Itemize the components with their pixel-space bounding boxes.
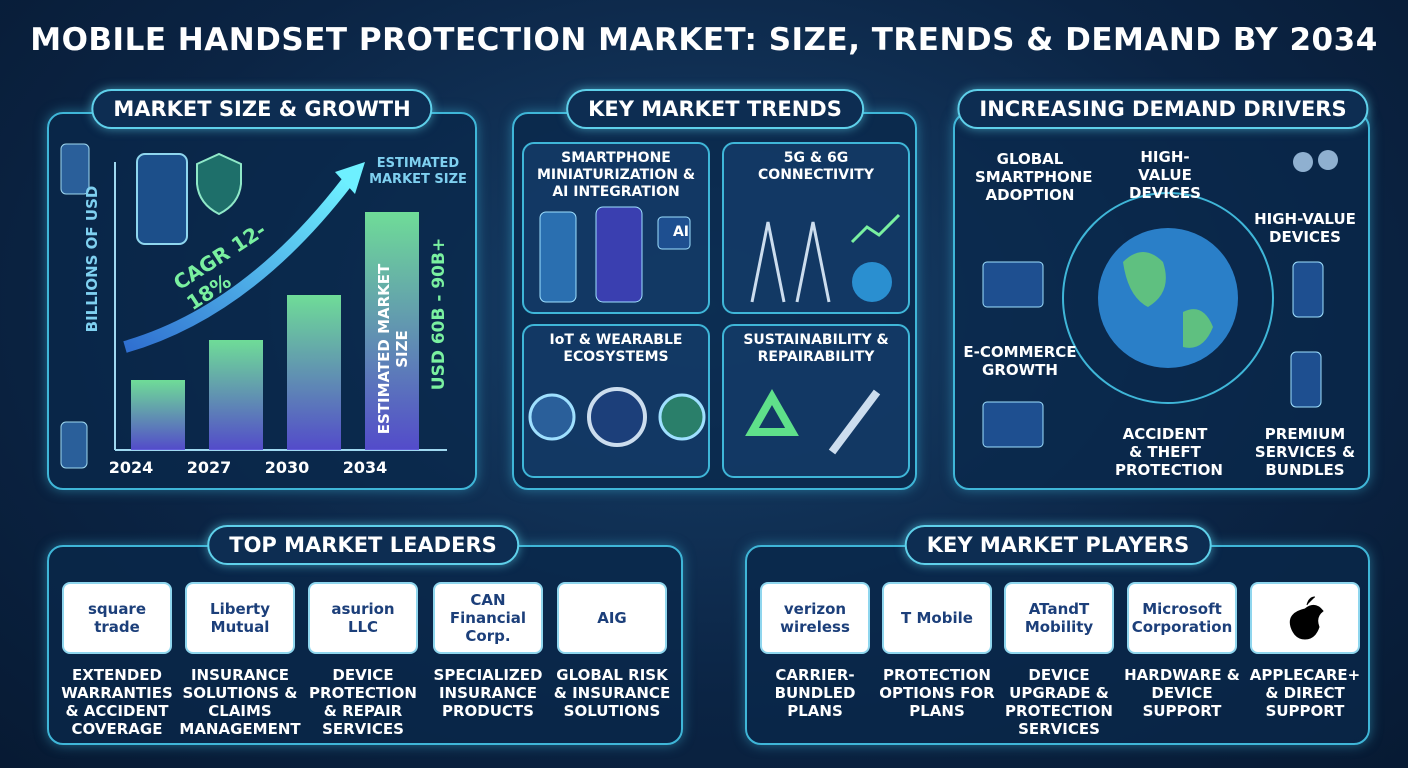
driver-label: HIGH-VALUE DEVICES (1129, 148, 1201, 202)
year-label: 2034 (342, 458, 388, 477)
ai-badge: AI (672, 224, 690, 240)
company-logo (1250, 582, 1360, 654)
estimate-note: ESTIMATED MARKET SIZE (369, 156, 467, 187)
company-desc: GLOBAL RISK & INSURANCE SOLUTIONS (553, 666, 671, 720)
company-logo: square trade (62, 582, 172, 654)
main-title: MOBILE HANDSET PROTECTION MARKET: SIZE, … (30, 22, 1378, 58)
axis-label: BILLIONS OF USD (83, 185, 101, 333)
company-logo: AIG (557, 582, 667, 654)
driver-label: E-COMMERCE GROWTH (963, 343, 1077, 379)
trend-label: IoT & WEARABLE ECOSYSTEMS (549, 332, 683, 365)
section-heading: KEY MARKET PLAYERS (904, 525, 1212, 565)
apple-icon (1289, 596, 1324, 640)
company-logo: asurion LLC (308, 582, 418, 654)
driver-label: GLOBAL SMARTPHONE ADOPTION (975, 150, 1093, 204)
section-heading: KEY MARKET TRENDS (566, 89, 864, 129)
company-logo: CAN Financial Corp. (433, 582, 543, 654)
driver-label: HIGH-VALUE DEVICES (1254, 210, 1356, 246)
trend-card (722, 324, 910, 478)
company-logo: verizon wireless (760, 582, 870, 654)
section-heading: INCREASING DEMAND DRIVERS (957, 89, 1369, 129)
company-desc: DEVICE PROTECTION & REPAIR SERVICES (309, 666, 417, 738)
year-label: 2024 (108, 458, 154, 477)
section-heading: TOP MARKET LEADERS (207, 525, 519, 565)
company-logo: Microsoft Corporation (1127, 582, 1237, 654)
company-logo: T Mobile (882, 582, 992, 654)
company-logo: Liberty Mutual (185, 582, 295, 654)
company-desc: HARDWARE & DEVICE SUPPORT (1124, 666, 1240, 720)
company-desc: PROTECTION OPTIONS FOR PLANS (879, 666, 995, 720)
trend-icons (512, 112, 917, 490)
company-desc: SPECIALIZED INSURANCE PRODUCTS (433, 666, 543, 720)
year-label: 2030 (264, 458, 310, 477)
company-desc: EXTENDED WARRANTIES & ACCIDENT COVERAGE (61, 666, 173, 738)
globe (953, 112, 1370, 490)
company-desc: INSURANCE SOLUTIONS & CLAIMS MANAGEMENT (179, 666, 301, 738)
trend-label: SMARTPHONE MINIATURIZATION & AI INTEGRAT… (536, 150, 696, 200)
range-label: USD 60B - 90B+ (429, 237, 449, 391)
bar-label: ESTIMATED MARKET SIZE (375, 263, 411, 435)
company-logo: ATandT Mobility (1004, 582, 1114, 654)
year-label: 2027 (186, 458, 232, 477)
trend-label: 5G & 6G CONNECTIVITY (758, 150, 874, 183)
company-desc: CARRIER-BUNDLED PLANS (774, 666, 856, 720)
section-heading: MARKET SIZE & GROWTH (91, 89, 433, 129)
driver-label: ACCIDENT & THEFT PROTECTION (1115, 425, 1223, 479)
driver-label: PREMIUM SERVICES & BUNDLES (1254, 425, 1356, 479)
chart-illustration (47, 112, 477, 490)
chart-graphic (60, 143, 447, 469)
company-desc: DEVICE UPGRADE & PROTECTION SERVICES (1005, 666, 1113, 738)
trend-label: SUSTAINABILITY & REPAIRABILITY (743, 332, 889, 365)
company-desc: APPLECARE+ & DIRECT SUPPORT (1249, 666, 1361, 720)
